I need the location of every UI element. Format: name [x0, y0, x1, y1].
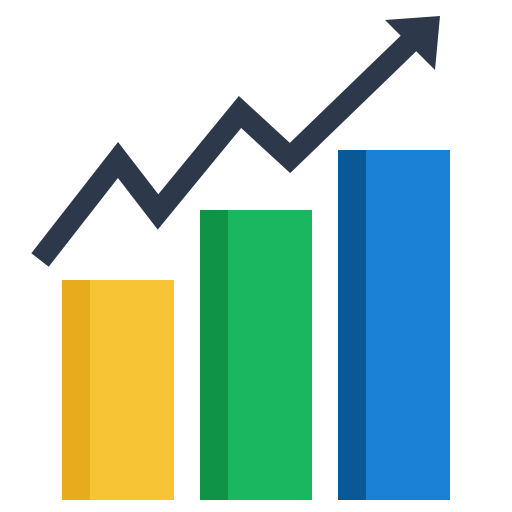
growth-chart-icon: [0, 0, 512, 512]
bar-2-side: [338, 150, 366, 500]
bar-2-front: [366, 150, 450, 500]
bar-1-side: [200, 210, 228, 500]
bar-1-front: [228, 210, 312, 500]
bars-group: [62, 150, 450, 500]
bar-0-front: [90, 280, 174, 500]
bar-0-side: [62, 280, 90, 500]
